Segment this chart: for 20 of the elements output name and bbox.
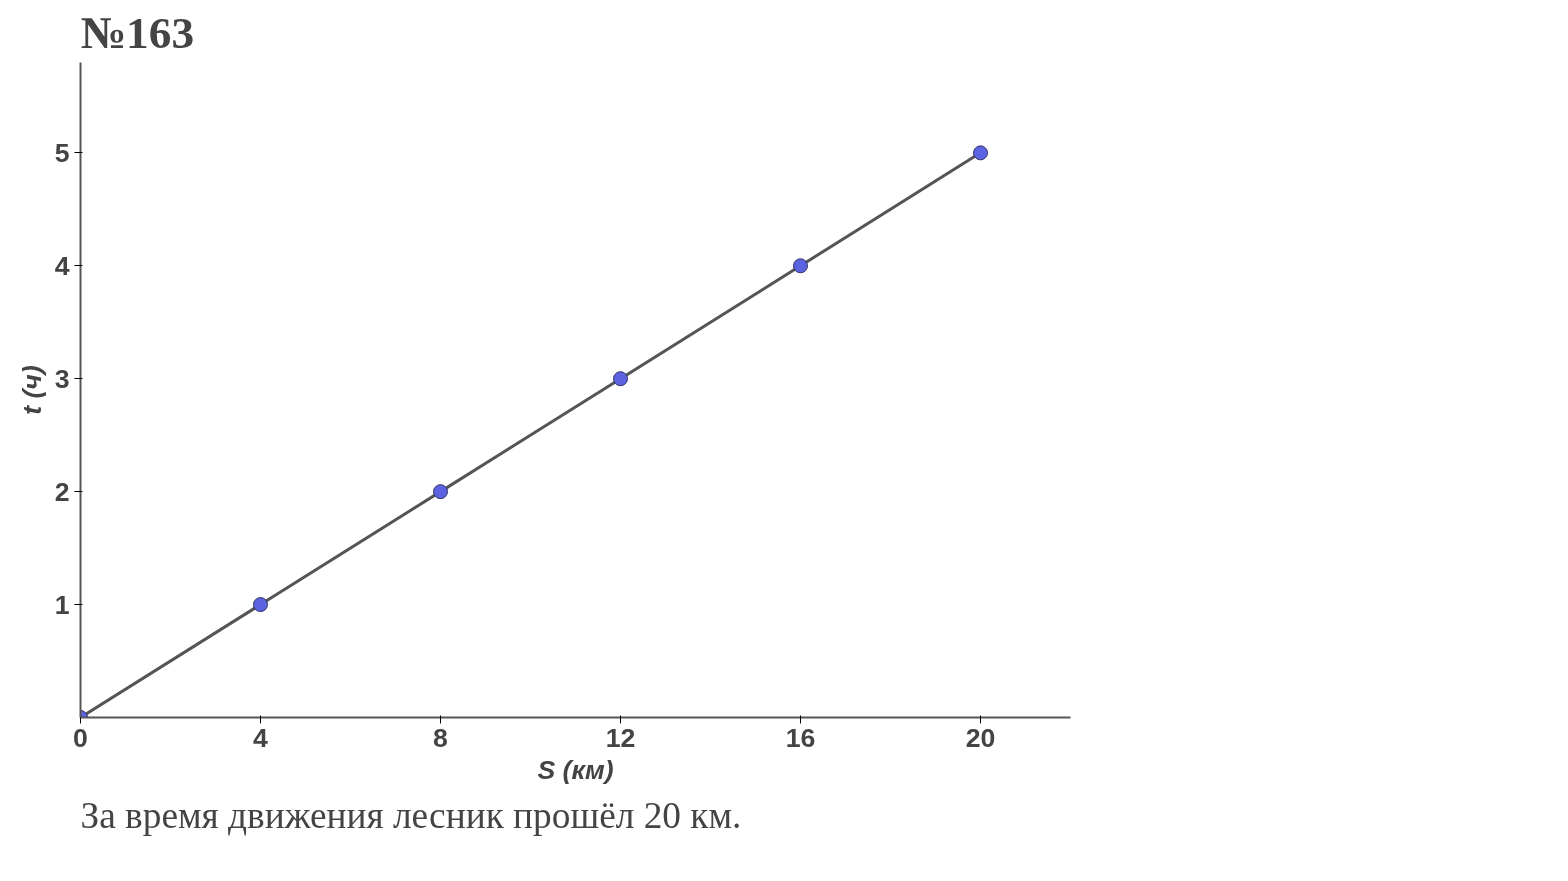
x-tick-label: 20 (965, 722, 996, 753)
point (973, 145, 988, 161)
x-axis-title: S (км) (537, 754, 614, 785)
x-tick-label: 16 (785, 722, 816, 753)
point (253, 597, 268, 613)
point (613, 371, 628, 387)
x-tick-label: 0 (73, 722, 88, 753)
x-tick-label: 8 (433, 722, 448, 753)
x-tick-label: 4 (253, 722, 269, 753)
x-tick-label: 12 (605, 722, 636, 753)
y-tick-label: 1 (54, 589, 70, 620)
y-tick-label: 5 (54, 137, 70, 168)
point (793, 258, 808, 274)
y-tick-label: 2 (54, 476, 70, 507)
y-tick-label: 4 (54, 250, 70, 281)
y-axis-title: t (ч) (16, 365, 47, 415)
y-tick-label: 3 (54, 363, 70, 394)
text: За время движения лесник прошёл 20 км. (80, 794, 742, 836)
point (433, 484, 448, 500)
chart-title: №163 (80, 7, 195, 58)
